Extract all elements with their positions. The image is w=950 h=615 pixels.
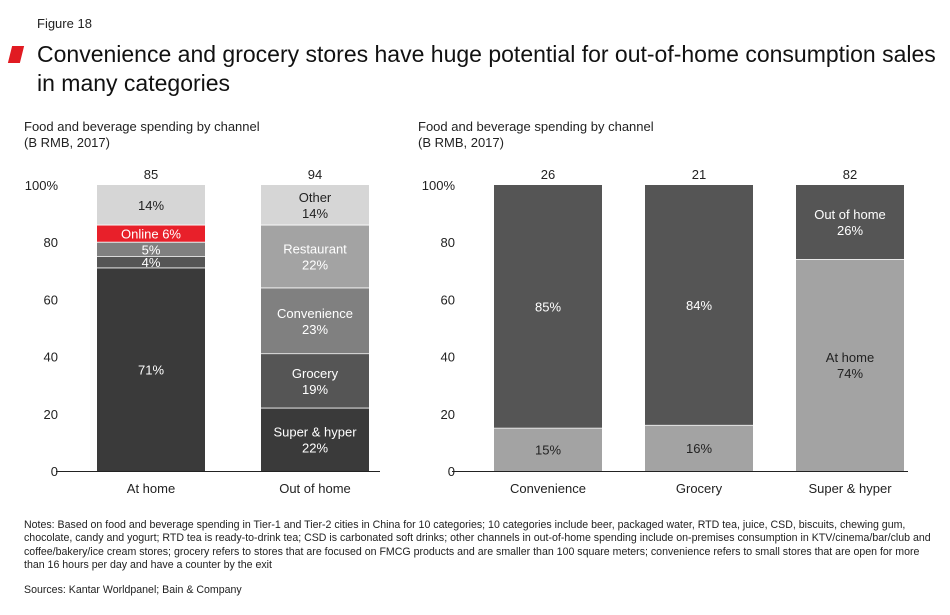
left-category-1: Out of home bbox=[279, 481, 351, 496]
left-bar-0-segment-0-label-0: 71% bbox=[138, 362, 164, 377]
right-bar-1-segment-0 bbox=[645, 425, 753, 471]
left-bar-0-segment-3 bbox=[97, 225, 205, 243]
left-bar-1-segment-2-label-1: 23% bbox=[302, 322, 328, 337]
right-bar-2-segment-0 bbox=[796, 259, 904, 471]
right-subtitle-line1: Food and beverage spending by channel bbox=[418, 119, 654, 134]
left-bar-0-segment-4-label-0: 14% bbox=[138, 198, 164, 213]
left-bar-1-segment-2-label-0: Convenience bbox=[277, 306, 353, 321]
left-ytick-100: 100% bbox=[25, 178, 59, 193]
right-bar-2-segment-0-label-0: At home bbox=[826, 350, 874, 365]
right-bar-0-total: 26 bbox=[541, 167, 555, 182]
right-bar-2-segment-1 bbox=[796, 185, 904, 260]
left-bar-1-segment-3-label-0: Restaurant bbox=[283, 242, 347, 257]
left-bar-1-segment-2 bbox=[261, 287, 369, 354]
sources: Sources: Kantar Worldpanel; Bain & Compa… bbox=[24, 584, 242, 596]
left-ytick-60: 60 bbox=[44, 292, 58, 307]
left-bar-0-segment-3-label-0: Online 6% bbox=[121, 227, 181, 242]
left-bar-1-segment-1 bbox=[261, 353, 369, 409]
right-chart-subtitle: Food and beverage spending by channel (B… bbox=[418, 119, 654, 151]
right-ytick-0: 0 bbox=[448, 464, 455, 479]
left-subtitle-line2: (B RMB, 2017) bbox=[24, 135, 110, 150]
left-bar-0-segment-0 bbox=[97, 267, 205, 471]
right-bar-0-segment-0 bbox=[494, 428, 602, 471]
left-chart-subtitle: Food and beverage spending by channel (B… bbox=[24, 119, 260, 151]
figure-label: Figure 18 bbox=[37, 16, 92, 31]
left-bar-1-segment-0-label-1: 22% bbox=[302, 441, 328, 456]
left-bar-0-segment-4 bbox=[97, 185, 205, 226]
left-bar-1-segment-1-label-1: 19% bbox=[302, 382, 328, 397]
right-category-0: Convenience bbox=[510, 481, 586, 496]
right-ytick-100: 100% bbox=[422, 178, 456, 193]
right-ytick-40: 40 bbox=[441, 350, 455, 365]
right-bar-0-segment-1 bbox=[494, 185, 602, 429]
right-bar-1-total: 21 bbox=[692, 167, 706, 182]
right-bar-2-segment-1-label-0: Out of home bbox=[814, 207, 886, 222]
right-category-2: Super & hyper bbox=[808, 481, 892, 496]
left-bar-0-segment-2-label-0: 5% bbox=[142, 242, 161, 257]
right-ytick-60: 60 bbox=[441, 292, 455, 307]
left-bar-1-segment-4-label-0: Other bbox=[299, 190, 332, 205]
right-ytick-20: 20 bbox=[441, 407, 455, 422]
notes: Notes: Based on food and beverage spendi… bbox=[24, 519, 931, 572]
left-bar-0-segment-1-label-0: 4% bbox=[142, 255, 161, 270]
left-category-0: At home bbox=[127, 481, 175, 496]
left-bar-1-segment-0-label-0: Super & hyper bbox=[273, 425, 357, 440]
left-ytick-40: 40 bbox=[44, 350, 58, 365]
left-subtitle-line1: Food and beverage spending by channel bbox=[24, 119, 260, 134]
left-bar-1-segment-4 bbox=[261, 185, 369, 226]
left-bar-1-segment-4-label-1: 14% bbox=[302, 206, 328, 221]
right-bar-0-segment-1-label-0: 85% bbox=[535, 300, 561, 315]
right-bar-1-segment-1-label-0: 84% bbox=[686, 298, 712, 313]
left-bar-0-total: 85 bbox=[144, 167, 158, 182]
right-subtitle-line2: (B RMB, 2017) bbox=[418, 135, 504, 150]
left-ytick-80: 80 bbox=[44, 235, 58, 250]
left-ytick-20: 20 bbox=[44, 407, 58, 422]
left-ytick-0: 0 bbox=[51, 464, 58, 479]
left-bar-1-segment-0 bbox=[261, 408, 369, 471]
left-bar-1-segment-3-label-1: 22% bbox=[302, 258, 328, 273]
left-bar-1-total: 94 bbox=[308, 167, 322, 182]
right-bar-1-segment-0-label-0: 16% bbox=[686, 441, 712, 456]
right-bar-2-total: 82 bbox=[843, 167, 857, 182]
right-bar-2-segment-1-label-1: 26% bbox=[837, 223, 863, 238]
chart-title: Convenience and grocery stores have huge… bbox=[37, 41, 936, 96]
right-bar-1-segment-1 bbox=[645, 185, 753, 426]
left-bar-0-segment-2 bbox=[97, 242, 205, 257]
right-ytick-80: 80 bbox=[441, 235, 455, 250]
right-category-1: Grocery bbox=[676, 481, 723, 496]
right-bar-2-segment-0-label-1: 74% bbox=[837, 366, 863, 381]
left-bar-1-segment-3 bbox=[261, 225, 369, 288]
right-bar-0-segment-0-label-0: 15% bbox=[535, 443, 561, 458]
left-bar-0-segment-1 bbox=[97, 256, 205, 268]
left-bar-1-segment-1-label-0: Grocery bbox=[292, 366, 339, 381]
